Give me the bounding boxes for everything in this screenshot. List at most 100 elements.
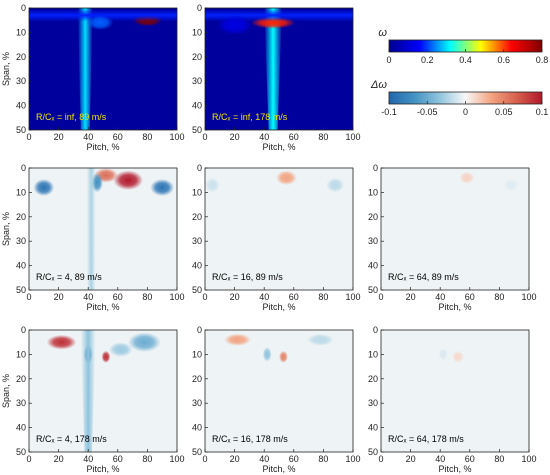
field-layer xyxy=(29,330,177,452)
heatmap-panel: 0 20 40 60 80 100 0 10 20 30 40 50 Pitch, % Span, % R/… xyxy=(1,325,185,474)
y-tick-label: 40 xyxy=(192,261,202,271)
colorbar-tick-label: 0.05 xyxy=(495,107,513,117)
plot-frame xyxy=(380,167,530,291)
y-tick-label: 0 xyxy=(373,163,378,173)
y-tick-label: 10 xyxy=(368,187,378,197)
y-tick-label: 30 xyxy=(192,236,202,246)
x-tick-label: 60 xyxy=(289,132,299,142)
x-tick-label: 20 xyxy=(230,454,240,464)
blob-feature xyxy=(216,15,253,35)
background-field xyxy=(381,168,529,290)
colorbar-label: Δω xyxy=(370,79,387,91)
plot-frame xyxy=(28,7,178,131)
x-tick-label: 80 xyxy=(318,454,328,464)
blob-feature xyxy=(86,15,114,30)
blob-feature xyxy=(108,342,133,357)
x-axis-label: Pitch, % xyxy=(86,142,119,152)
colorbar-tick-label: 0.4 xyxy=(459,55,472,65)
plot-frame xyxy=(204,329,354,453)
y-tick-label: 20 xyxy=(16,374,26,384)
x-axis-label: Pitch, % xyxy=(86,302,119,312)
x-tick-label: 0 xyxy=(26,292,31,302)
heatmap-panel: 0 20 40 60 80 100 0 10 20 30 40 50 Pitch, % Span, % R/… xyxy=(1,163,185,312)
heatmap-panel: 0 20 40 60 80 100 0 10 20 30 40 50 Pitch, % R/Cₓ = 16… xyxy=(192,325,361,474)
x-tick-label: 100 xyxy=(345,454,360,464)
x-tick-label: 60 xyxy=(113,454,123,464)
blob-feature xyxy=(326,177,345,193)
colorbar-tick-label: 0.1 xyxy=(536,107,549,117)
background-field xyxy=(205,330,353,452)
x-tick-label: 20 xyxy=(230,132,240,142)
y-tick-label: 50 xyxy=(192,125,202,135)
y-tick-label: 50 xyxy=(192,447,202,457)
y-tick-label: 10 xyxy=(16,27,26,37)
heatmap-panel: 0 20 40 60 80 100 0 10 20 30 40 50 Pitch, % R/Cₓ = 64… xyxy=(368,325,537,474)
panel-label: R/Cₓ = inf, 178 m/s xyxy=(212,112,288,122)
y-tick-label: 30 xyxy=(368,236,378,246)
blob-feature xyxy=(503,178,519,192)
x-tick-label: 20 xyxy=(54,132,64,142)
field-layer xyxy=(205,330,353,452)
blob-feature xyxy=(279,350,288,363)
delta-omega-colorbar: Δω -0.1 -0.05 0 0.05 0.1 xyxy=(370,79,548,117)
panel-label: R/Cₓ = inf, 89 m/s xyxy=(36,112,107,122)
wake-feature xyxy=(264,8,282,130)
plot-frame xyxy=(204,167,354,291)
y-tick-label: 10 xyxy=(192,187,202,197)
panel-label: R/Cₓ = 4, 89 m/s xyxy=(36,272,102,282)
x-tick-label: 60 xyxy=(113,292,123,302)
x-tick-label: 20 xyxy=(54,454,64,464)
x-tick-label: 100 xyxy=(169,292,184,302)
y-tick-label: 20 xyxy=(192,374,202,384)
x-tick-label: 40 xyxy=(83,454,93,464)
y-tick-label: 0 xyxy=(197,163,202,173)
x-tick-label: 80 xyxy=(494,292,504,302)
y-tick-label: 40 xyxy=(16,261,26,271)
plot-frame xyxy=(380,329,530,453)
y-tick-label: 20 xyxy=(192,212,202,222)
blob-feature xyxy=(101,350,111,363)
colorbar-tick-label: -0.1 xyxy=(381,107,397,117)
blob-feature xyxy=(205,177,220,193)
x-tick-label: 40 xyxy=(435,292,445,302)
y-tick-label: 0 xyxy=(197,3,202,13)
x-tick-label: 40 xyxy=(259,292,269,302)
y-tick-label: 20 xyxy=(368,374,378,384)
field-layer xyxy=(29,8,177,130)
y-tick-label: 40 xyxy=(16,101,26,111)
y-tick-label: 40 xyxy=(192,423,202,433)
blob-feature xyxy=(150,178,175,197)
blob-feature xyxy=(452,350,464,363)
x-axis-label: Pitch, % xyxy=(438,302,471,312)
x-tick-label: 100 xyxy=(345,292,360,302)
x-tick-label: 40 xyxy=(259,132,269,142)
x-tick-label: 40 xyxy=(259,454,269,464)
blob-feature xyxy=(113,170,143,190)
field-layer xyxy=(381,330,529,452)
field-layer xyxy=(381,168,529,290)
y-tick-label: 10 xyxy=(368,349,378,359)
x-tick-label: 0 xyxy=(378,292,383,302)
y-tick-label: 40 xyxy=(192,101,202,111)
wake-feature xyxy=(80,330,96,452)
panel-label: R/Cₓ = 64, 89 m/s xyxy=(388,272,459,282)
y-axis-label: Span, % xyxy=(1,374,11,408)
panel-label: R/Cₓ = 16, 178 m/s xyxy=(212,434,288,444)
x-tick-label: 60 xyxy=(289,292,299,302)
colorbar-tick-label: 0 xyxy=(463,107,468,117)
y-axis-label: Span, % xyxy=(1,52,11,86)
x-tick-label: 0 xyxy=(26,454,31,464)
y-tick-label: 20 xyxy=(368,212,378,222)
y-tick-label: 0 xyxy=(373,325,378,335)
x-tick-label: 20 xyxy=(54,292,64,302)
x-tick-label: 100 xyxy=(169,132,184,142)
x-tick-label: 80 xyxy=(142,132,152,142)
y-tick-label: 30 xyxy=(368,398,378,408)
colorbar-tick-label: 0.8 xyxy=(536,55,549,65)
x-tick-label: 80 xyxy=(142,454,152,464)
y-tick-label: 20 xyxy=(16,52,26,62)
blob-feature xyxy=(438,348,448,361)
colorbar-tick-label: 0 xyxy=(386,55,391,65)
x-tick-label: 0 xyxy=(202,132,207,142)
